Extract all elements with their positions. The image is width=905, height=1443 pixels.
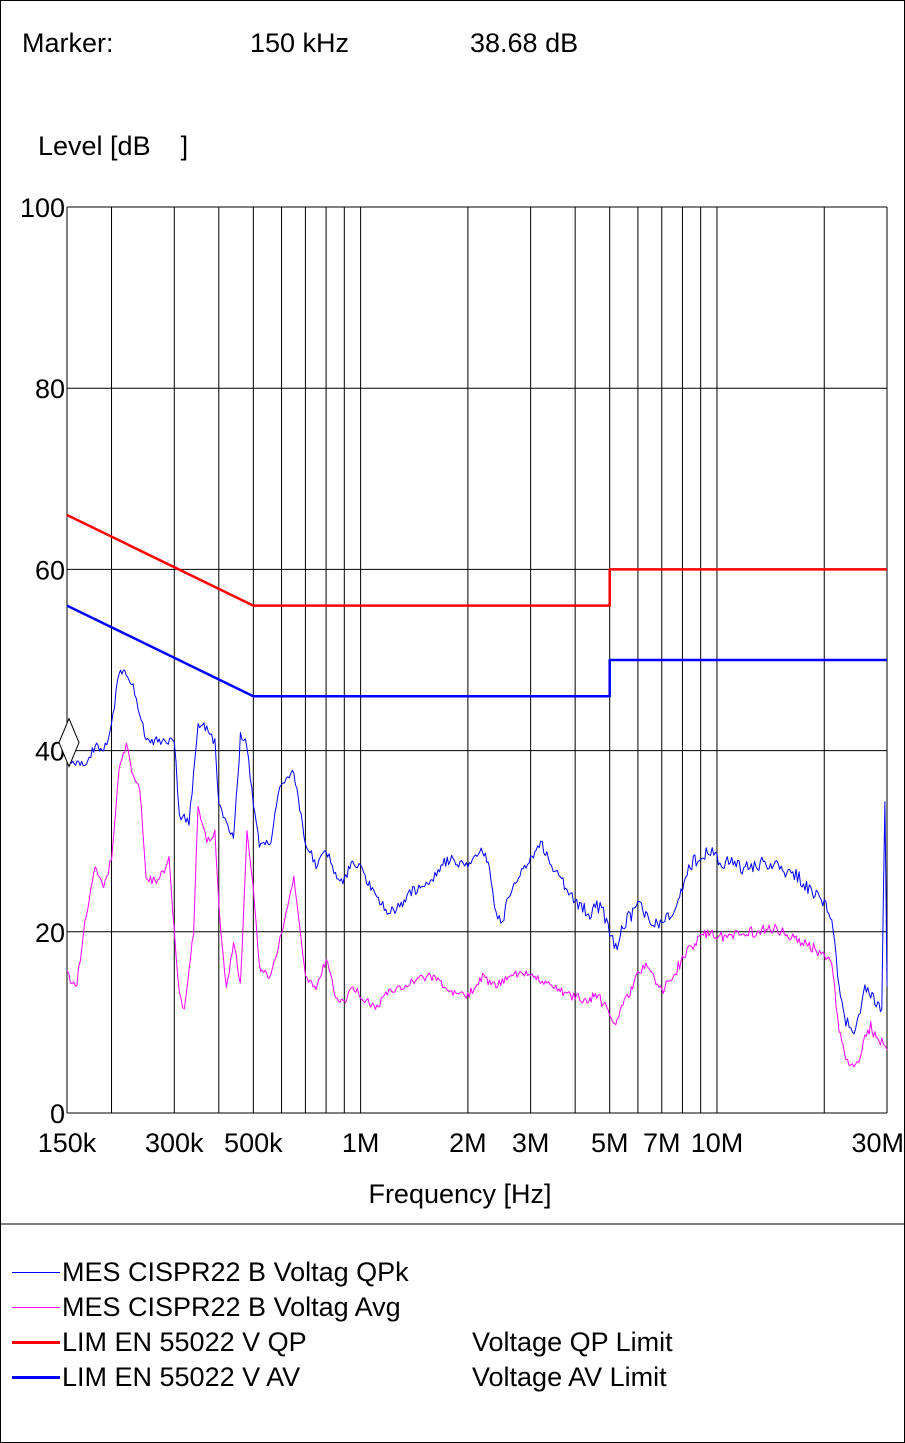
y-tick-label: 100 — [20, 193, 65, 223]
legend-swatch — [12, 1271, 60, 1273]
legend-description: Voltage QP Limit — [472, 1326, 673, 1357]
marker-symbol — [58, 717, 80, 768]
marker-frequency: 150 kHz — [250, 28, 349, 58]
legend-item: MES CISPR22 B Voltag Avg — [12, 1290, 472, 1324]
y-axis-label: Level [dB ] — [38, 131, 188, 161]
legend-name: LIM EN 55022 V AV — [62, 1361, 301, 1392]
legend-item: LIM EN 55022 V AV Voltage AV Limit — [12, 1360, 667, 1394]
x-tick-label: 30M — [851, 1128, 904, 1158]
x-tick-label: 2M — [449, 1128, 487, 1158]
x-tick-label: 5M — [591, 1128, 629, 1158]
marker-level: 38.68 dB — [470, 28, 578, 58]
marker-diamond — [58, 717, 80, 768]
legend-item: LIM EN 55022 V QP Voltage QP Limit — [12, 1325, 673, 1359]
series-line — [66, 604, 887, 698]
series-line — [66, 513, 887, 607]
x-tick-label: 150k — [38, 1128, 97, 1158]
x-tick-label: 7M — [643, 1128, 681, 1158]
series-line — [66, 669, 888, 1035]
x-tick-label: 1M — [342, 1128, 380, 1158]
x-tick-labels: 150k 300k 500k 1M 2M 3M 5M 7M 10M 30M — [38, 1128, 904, 1158]
legend-item: MES CISPR22 B Voltag QPk — [12, 1255, 472, 1289]
marker-label: Marker: — [22, 28, 114, 58]
y-tick-label: 60 — [35, 555, 65, 585]
x-tick-label: 300k — [145, 1128, 204, 1158]
x-axis-label: Frequency [Hz] — [368, 1179, 551, 1209]
legend-name: LIM EN 55022 V QP — [62, 1326, 307, 1357]
y-tick-label: 80 — [35, 374, 65, 404]
series-lines — [66, 513, 888, 1068]
legend-name: MES CISPR22 B Voltag QPk — [62, 1256, 409, 1287]
y-tick-label: 0 — [50, 1099, 65, 1129]
legend-swatch — [12, 1306, 60, 1308]
legend-description: Voltage AV Limit — [472, 1361, 667, 1392]
legend-swatch — [12, 1340, 60, 1344]
x-tick-label: 10M — [691, 1128, 744, 1158]
legend-swatch — [12, 1375, 60, 1379]
legend-name: MES CISPR22 B Voltag Avg — [62, 1291, 401, 1322]
series-line — [66, 742, 888, 1068]
x-tick-label: 500k — [224, 1128, 283, 1158]
x-tick-label: 3M — [512, 1128, 550, 1158]
y-tick-label: 20 — [35, 918, 65, 948]
